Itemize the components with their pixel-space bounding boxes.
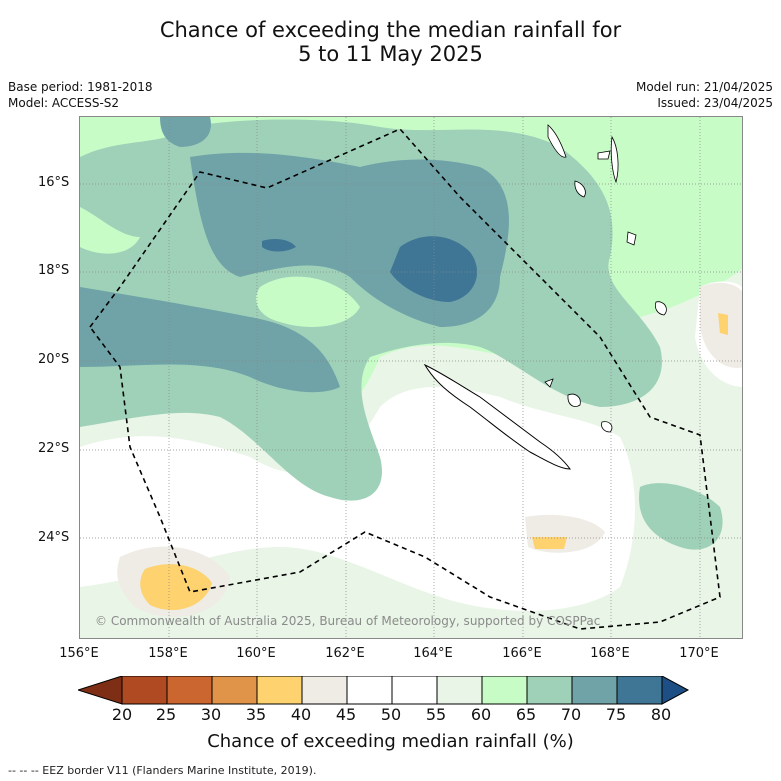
colorbar-segment	[436, 675, 483, 705]
colorbar-tick: 65	[515, 705, 537, 724]
colorbar-tick: 45	[335, 705, 357, 724]
title-line-1: Chance of exceeding the median rainfall …	[159, 18, 622, 42]
base-period: Base period: 1981-2018	[8, 80, 153, 94]
colorbar	[76, 675, 705, 710]
vanuatu-island-1	[547, 124, 567, 158]
colorbar-tick: 75	[605, 705, 627, 724]
copyright-notice: © Commonwealth of Australia 2025, Bureau…	[95, 614, 601, 628]
colorbar-arrow-low	[76, 675, 123, 705]
title-line-2: 5 to 11 May 2025	[298, 42, 483, 66]
colorbar-segment	[526, 675, 573, 705]
vanuatu-island-5	[626, 231, 637, 246]
colorbar-tick: 70	[560, 705, 582, 724]
colorbar-tick: 80	[650, 705, 672, 724]
region-inner-green	[256, 276, 360, 327]
loyalty-island-1	[544, 378, 554, 388]
region-west-green	[80, 207, 140, 254]
colorbar-segment	[481, 675, 528, 705]
region-35-40-s	[532, 537, 567, 549]
vanuatu-island-6	[655, 301, 667, 316]
graticule	[80, 117, 742, 638]
lat-label-16s: 16°S	[38, 175, 70, 190]
new-caledonia-island	[423, 363, 571, 470]
colorbar-tick: 60	[470, 705, 492, 724]
issued-date: Issued: 23/04/2025	[657, 96, 773, 110]
colorbar-arrow-high	[661, 675, 690, 705]
colorbar-segment	[166, 675, 213, 705]
region-70-75-west	[80, 287, 340, 393]
colorbar-tick: 55	[425, 705, 447, 724]
loyalty-island-2	[567, 393, 581, 407]
region-65-70-east	[639, 483, 723, 550]
meta-right: Model run: 21/04/2025 Issued: 23/04/2025	[636, 79, 773, 111]
colorbar-segment	[211, 675, 258, 705]
vanuatu-island-2	[597, 150, 611, 160]
region-70-75-top	[160, 117, 211, 147]
colorbar-segment	[391, 675, 438, 705]
region-75-80-small	[262, 239, 296, 252]
colorbar-segment	[346, 675, 393, 705]
rainfall-map	[79, 116, 743, 639]
lat-label-18s: 18°S	[38, 263, 70, 278]
lon-label-166e: 166°E	[502, 646, 542, 661]
colorbar-segment	[571, 675, 618, 705]
colorbar-tick: 30	[200, 705, 222, 724]
region-35-40-e	[718, 313, 728, 335]
colorbar-label: Chance of exceeding median rainfall (%)	[207, 731, 574, 752]
lon-label-160e: 160°E	[236, 646, 276, 661]
colorbar-tick: 50	[380, 705, 402, 724]
vanuatu-island-4	[610, 135, 619, 184]
lon-label-156e: 156°E	[59, 646, 99, 661]
eez-border	[89, 128, 721, 630]
lat-label-22s: 22°S	[38, 441, 70, 456]
colorbar-svg	[76, 675, 690, 705]
eez-footnote: -- -- -- EEZ border V11 (Flanders Marine…	[8, 764, 317, 777]
region-35-40-sw	[140, 564, 212, 611]
colorbar-tick: 20	[111, 705, 133, 724]
region-75-80	[390, 236, 478, 302]
lon-label-168e: 168°E	[590, 646, 630, 661]
colorbar-segment	[301, 675, 348, 705]
model-name: Model: ACCESS-S2	[8, 96, 120, 110]
colorbar-tick: 25	[155, 705, 177, 724]
colorbar-tick: 35	[245, 705, 267, 724]
lon-label-170e: 170°E	[679, 646, 719, 661]
loyalty-island-3	[601, 421, 613, 433]
region-south-green	[260, 566, 360, 611]
meta-left: Base period: 1981-2018 Model: ACCESS-S2	[8, 79, 153, 111]
map-title: Chance of exceeding the median rainfall …	[0, 18, 781, 66]
lon-label-158e: 158°E	[148, 646, 188, 661]
colorbar-segment	[121, 675, 168, 705]
lon-label-164e: 164°E	[413, 646, 453, 661]
vanuatu-island-3	[574, 180, 586, 198]
colorbar-segment	[256, 675, 303, 705]
model-run: Model run: 21/04/2025	[635, 80, 773, 94]
lon-label-162e: 162°E	[325, 646, 365, 661]
lat-label-24s: 24°S	[38, 530, 70, 545]
colorbar-tick: 40	[290, 705, 312, 724]
lat-label-20s: 20°S	[38, 352, 70, 367]
colorbar-segment	[616, 675, 663, 705]
map-canvas	[80, 117, 742, 638]
